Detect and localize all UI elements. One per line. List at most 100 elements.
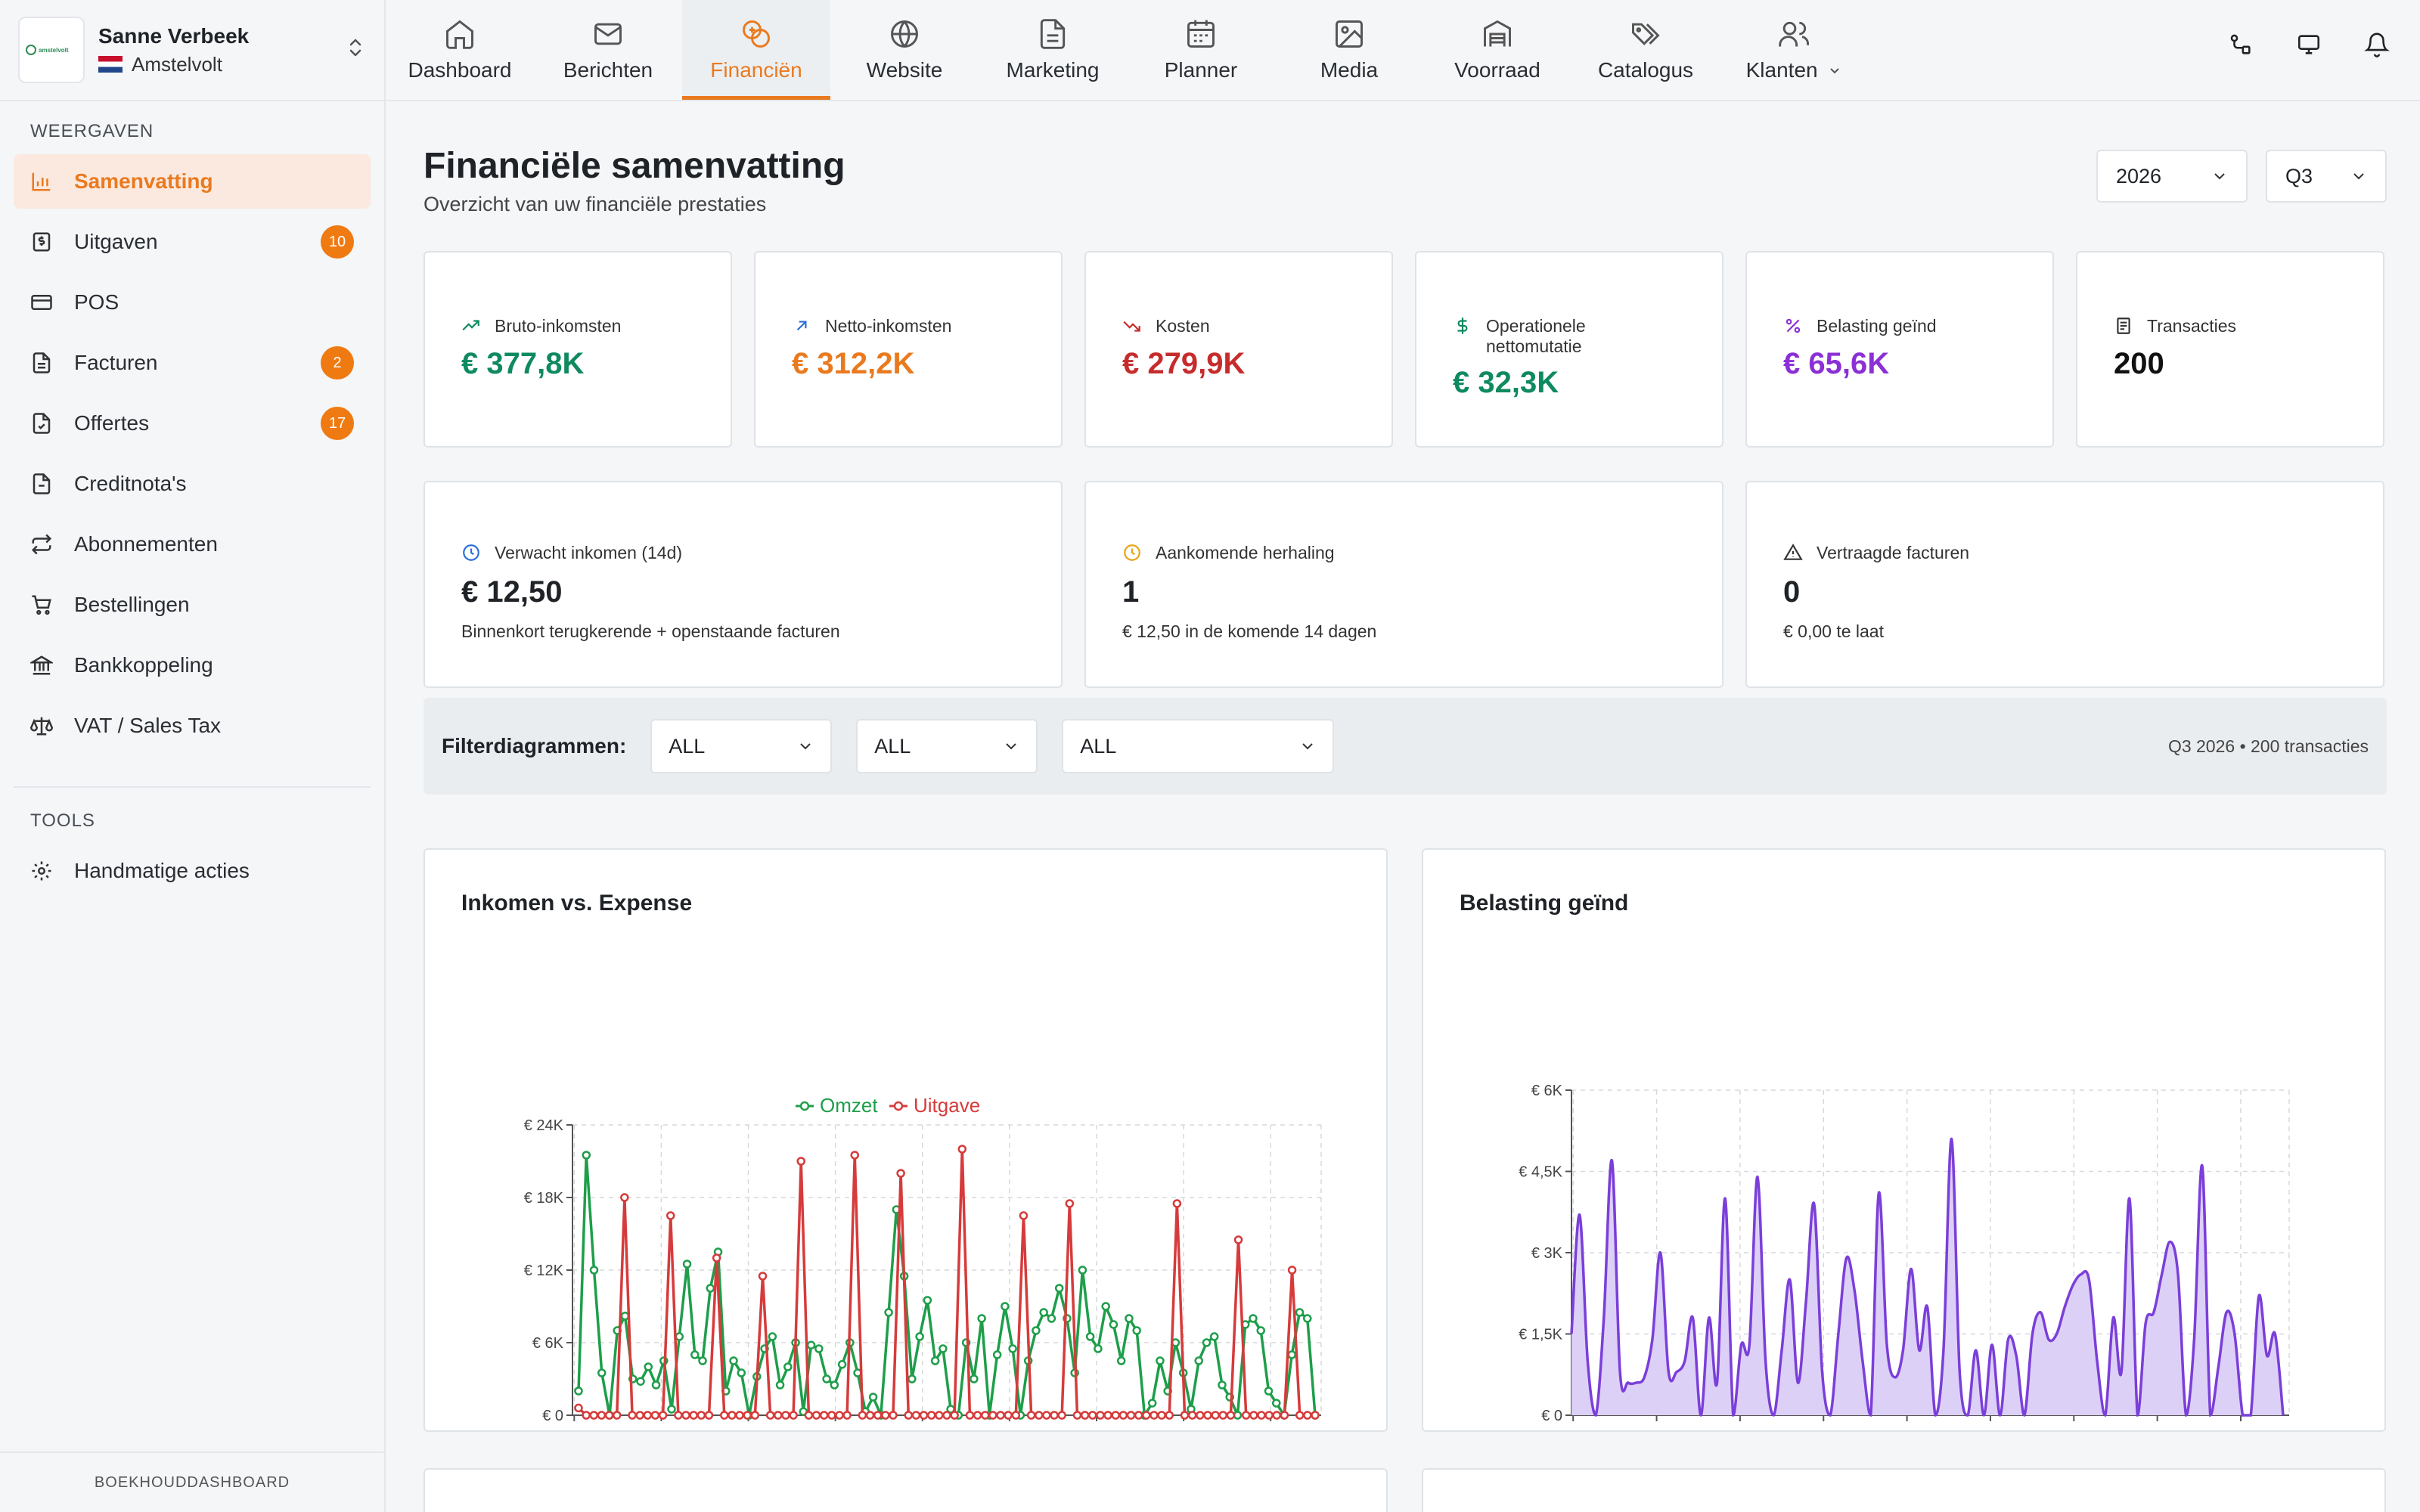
tab-financien[interactable]: Financiën [682,0,830,100]
year-select[interactable]: 2026 [2096,150,2248,203]
sidebar-item-bestellingen[interactable]: Bestellingen [14,578,371,632]
data-point [1125,1314,1134,1323]
data-point [1042,1411,1051,1420]
x-tick-label: 23-8 [1960,1429,1993,1430]
data-point [1287,1266,1297,1275]
tab-voorraad[interactable]: Voorraad [1423,0,1571,100]
data-point [1233,1411,1243,1420]
quarter-select[interactable]: Q3 [2266,150,2387,203]
top-navigation: Dashboard Berichten Financiën Website Ma… [386,0,2420,101]
filter-select-3[interactable]: ALL [1062,719,1335,773]
data-point [1001,1302,1010,1311]
data-point [1057,1411,1066,1420]
filter-select-1[interactable]: ALL [650,719,833,773]
sidebar-item-label: Handmatige acties [74,859,250,882]
data-point [720,1411,729,1420]
data-point [1134,1411,1143,1420]
data-point [1280,1411,1289,1420]
data-point [1132,1326,1141,1335]
data-point [612,1411,622,1420]
data-point [1101,1302,1110,1311]
chevron-up-down-icon[interactable] [345,34,366,67]
monitor-icon[interactable] [2296,32,2322,57]
tab-planner[interactable]: Planner [1127,0,1275,100]
data-point [822,1374,831,1383]
y-tick-label: € 0 [542,1408,563,1424]
sidebar-item-samenvatting[interactable]: Samenvatting [14,154,371,209]
count-badge: 17 [321,407,354,440]
sidebar-item-uitgaven[interactable]: Uitgaven 10 [14,215,371,269]
sidebar-item-vat[interactable]: VAT / Sales Tax [14,699,371,753]
sidebar-item-bankkoppeling[interactable]: Bankkoppeling [14,638,371,692]
data-point [1116,1356,1126,1365]
tab-marketing[interactable]: Marketing [979,0,1127,100]
filter-summary: Q3 2026 • 200 transacties [2167,736,2369,756]
credit-note-icon [30,472,53,495]
legend-marker [799,1101,810,1111]
sidebar-item-handmatige-acties[interactable]: Handmatige acties [14,844,371,898]
data-point [765,1411,775,1420]
tab-label: Media [1320,58,1379,82]
bell-icon[interactable] [2364,32,2390,57]
kpi-label: Transacties [2147,316,2237,336]
sidebar-item-label: Facturen [74,351,158,374]
filter-select-2[interactable]: ALL [856,719,1038,773]
data-point [1226,1411,1236,1420]
tab-media[interactable]: Media [1275,0,1423,100]
data-point [1126,1411,1136,1420]
data-point [666,1211,675,1220]
tab-klanten[interactable]: Klanten [1720,0,1868,100]
x-tick-label: 05-8 [805,1429,838,1430]
x-tick-label: 09-7 [1543,1429,1576,1430]
data-point [827,1411,836,1420]
stat-note: € 12,50 in de komende 14 dagen [1122,621,1377,641]
sidebar: amstelvolt Sanne Verbeek Amstelvolt WEER… [0,0,386,1512]
dollar-doc-icon [30,231,53,253]
sidebar-item-pos[interactable]: POS [14,275,371,330]
data-point [1147,1399,1157,1408]
workflow-icon[interactable] [2228,32,2254,57]
sidebar-item-facturen[interactable]: Facturen 2 [14,336,371,390]
x-tick-label: 11-9 [2127,1429,2160,1430]
sidebar-footer: BOEKHOUDDASHBOARD [0,1452,384,1512]
series-line [577,1154,1317,1417]
data-point [1256,1326,1265,1335]
repeat-icon [30,533,53,556]
data-point [574,1387,583,1396]
kpi-card-belasting: Belasting geïnd € 65,6K [1745,251,2054,448]
tab-label: Website [866,58,943,82]
sidebar-item-offertes[interactable]: Offertes 17 [14,396,371,451]
tab-catalogus[interactable]: Catalogus [1571,0,1720,100]
sidebar-item-label: Uitgaven [74,230,158,253]
sidebar-item-creditnotas[interactable]: Creditnota's [14,457,371,511]
data-point [988,1411,997,1420]
data-point [1080,1411,1090,1420]
invoice-icon [30,352,53,374]
data-point [1187,1411,1197,1420]
data-point [1264,1411,1274,1420]
cart-icon [30,593,53,616]
x-tick-label: 20-9 [1240,1429,1274,1430]
data-point [1157,1411,1166,1420]
data-point [682,1259,692,1269]
stat-value: € 12,50 [461,575,563,609]
sidebar-item-abonnementen[interactable]: Abonnementen [14,517,371,572]
company-logo-mark: amstelvolt [26,45,69,55]
tab-berichten[interactable]: Berichten [534,0,682,100]
tab-label: Marketing [1006,58,1100,82]
data-point [830,1380,839,1390]
calendar-icon [1187,20,1215,48]
data-point [644,1362,653,1371]
sidebar-item-label: Samenvatting [74,169,213,193]
tab-website[interactable]: Website [830,0,979,100]
x-tick-label: 09-7 [544,1429,577,1430]
y-tick-label: € 1,5K [1519,1327,1562,1343]
tab-label: Financiën [710,58,802,82]
tab-label: Klanten [1745,58,1818,82]
data-point [1203,1411,1212,1420]
account-switcher[interactable]: amstelvolt Sanne Verbeek Amstelvolt [0,0,384,101]
quarter-select-value: Q3 [2285,164,2313,187]
stat-value: 1 [1122,575,1140,609]
kpi-card-transacties: Transacties 200 [2076,251,2384,448]
tab-dashboard[interactable]: Dashboard [386,0,534,100]
